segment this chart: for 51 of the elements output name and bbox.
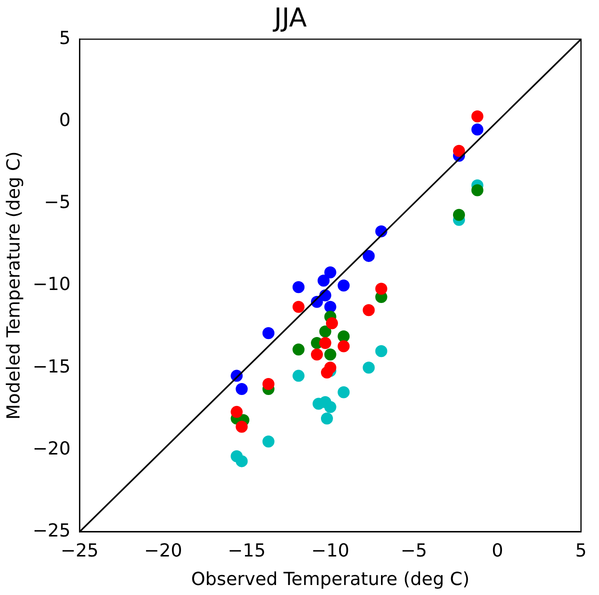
x-tick-label: −20 [144, 540, 182, 562]
x-tick-label: 0 [492, 540, 504, 562]
y-tick-label: −5 [44, 192, 71, 214]
point [324, 348, 336, 360]
point [362, 362, 375, 374]
y-tick-label: −25 [32, 520, 71, 542]
point [310, 348, 323, 360]
point [236, 420, 248, 433]
point [319, 336, 332, 349]
y-tick-label: 5 [59, 28, 71, 49]
point [338, 280, 350, 292]
point [471, 110, 484, 122]
x-tick-label: −10 [311, 540, 350, 562]
point [452, 208, 465, 221]
point [262, 378, 274, 390]
point [338, 330, 350, 342]
point [324, 401, 336, 414]
point [338, 340, 350, 352]
point [452, 144, 465, 157]
x-tick-label: −5 [400, 540, 428, 562]
point [262, 327, 274, 340]
point [292, 344, 305, 356]
point [471, 124, 484, 136]
point [375, 345, 388, 358]
y-tick-label: 0 [59, 110, 71, 131]
point [471, 184, 484, 196]
point [236, 382, 248, 395]
x-tick-label: −15 [228, 540, 266, 562]
point [320, 412, 333, 424]
point [230, 406, 243, 418]
x-axis-title: Observed Temperature (deg C) [191, 568, 470, 590]
x-tick-label: 5 [575, 540, 587, 562]
point [324, 300, 336, 313]
point [338, 386, 350, 398]
y-tick-label: −10 [32, 274, 71, 296]
point [362, 250, 375, 262]
point [319, 325, 332, 338]
y-axis-title: Modeled Temperature (deg C) [3, 151, 24, 420]
point [292, 281, 305, 294]
point [375, 282, 388, 295]
point [318, 274, 330, 287]
y-tick-label: −20 [32, 438, 71, 460]
point [236, 455, 248, 468]
point [324, 266, 336, 278]
y-tick-label: −15 [32, 356, 71, 378]
point [326, 317, 338, 330]
point [362, 304, 375, 316]
point [262, 435, 274, 448]
point [292, 300, 305, 313]
chart-title: JJA [272, 3, 308, 34]
point [292, 370, 305, 382]
